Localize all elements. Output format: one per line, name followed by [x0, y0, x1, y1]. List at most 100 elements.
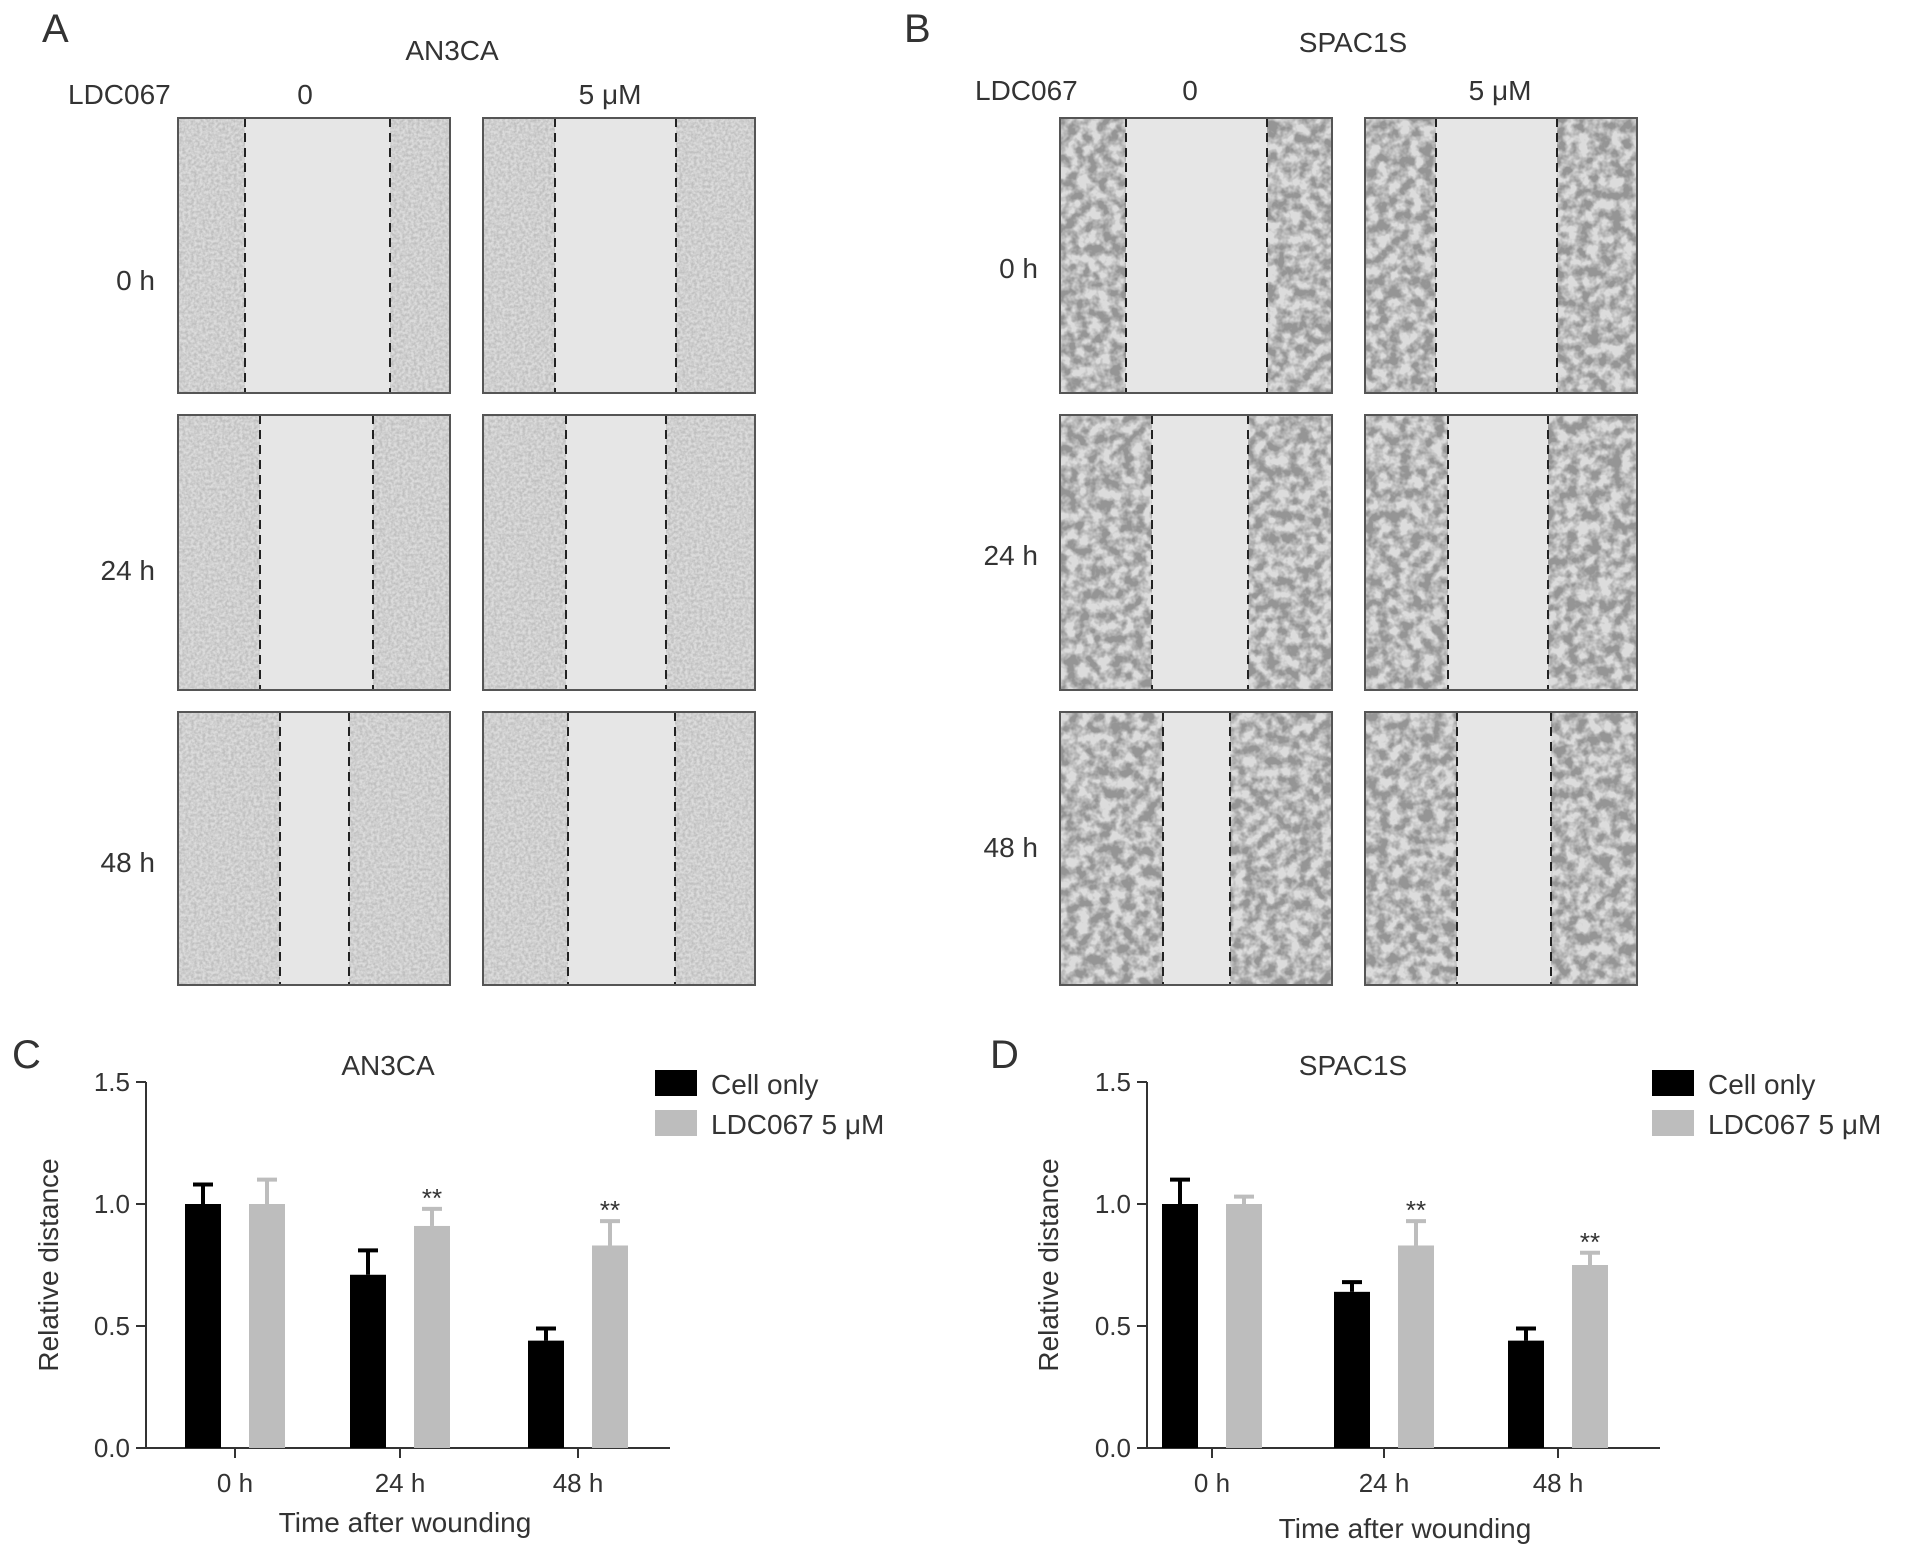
legend-swatch	[1652, 1070, 1694, 1096]
bar	[350, 1274, 386, 1448]
panel-b-image-r2-c2	[1364, 414, 1638, 691]
bar	[528, 1340, 564, 1448]
panel-b-row-24h: 24 h	[984, 540, 1039, 571]
wound-area	[1457, 712, 1551, 985]
panel-b-column-treated: 5 μM	[1469, 75, 1532, 106]
y-axis-label: Relative distance	[33, 1158, 64, 1371]
panel-a-row-48h: 48 h	[101, 847, 156, 878]
legend-swatch	[655, 1110, 697, 1136]
panel-b-image-r2-c1	[1059, 414, 1333, 691]
image-frame	[482, 117, 756, 394]
panel-a-image-r2-c2	[482, 414, 756, 691]
wound-area	[1436, 118, 1557, 393]
wound-area	[245, 118, 390, 393]
panel-b-row-0h: 0 h	[999, 253, 1038, 284]
y-axis-label: Relative distance	[1033, 1158, 1064, 1371]
wound-area	[568, 712, 675, 985]
x-tick-label: 0 h	[217, 1468, 253, 1498]
x-tick-label: 0 h	[1194, 1468, 1230, 1498]
wound-area	[1448, 415, 1548, 690]
panel-a-image-r3-c2	[482, 711, 756, 986]
image-frame	[1059, 711, 1333, 986]
panel-b-treatment-label: LDC067	[975, 75, 1078, 106]
panel-a-image-r2-c1	[177, 414, 451, 691]
y-tick-label: 0.5	[94, 1311, 130, 1341]
legend-label: LDC067 5 μM	[711, 1109, 884, 1140]
legend-label: Cell only	[711, 1069, 818, 1100]
bar	[185, 1204, 221, 1448]
y-tick-label: 0.5	[1095, 1311, 1131, 1341]
image-frame	[1364, 117, 1638, 394]
panel-b-row-48h: 48 h	[984, 832, 1039, 863]
wound-area	[1163, 712, 1230, 985]
panel-a-image-r3-c1	[177, 711, 451, 986]
x-tick-label: 24 h	[375, 1468, 426, 1498]
panel-a-image-r1-c2	[482, 117, 756, 394]
wound-area	[280, 712, 349, 985]
bar-chart-c: C AN3CA 0.0 0.5 1.0 1.5 Relative distance Time…	[12, 1033, 884, 1538]
image-frame	[482, 711, 756, 986]
bar	[1162, 1204, 1198, 1448]
x-tick-label: 48 h	[553, 1468, 604, 1498]
legend-swatch	[1652, 1110, 1694, 1136]
wound-area	[1126, 118, 1267, 393]
panel-a-image-r1-c1	[177, 117, 451, 394]
significance-marker: **	[422, 1183, 442, 1213]
significance-marker: **	[1580, 1227, 1600, 1257]
image-frame	[1364, 711, 1638, 986]
panel-b-column-control: 0	[1182, 75, 1198, 106]
chart-title: AN3CA	[341, 1050, 435, 1081]
significance-marker: **	[600, 1195, 620, 1225]
panel-b-title: SPAC1S	[1299, 27, 1407, 58]
panel-letter-d: D	[990, 1033, 1019, 1077]
panel-a-row-0h: 0 h	[116, 265, 155, 296]
panel-b-image-r1-c2	[1364, 117, 1638, 394]
panel-letter-a: A	[42, 7, 69, 51]
bar-chart-d: D SPAC1S 0.0 0.5 1.0 1.5 Relative distance Tim…	[990, 1033, 1881, 1544]
y-tick-label: 1.0	[94, 1189, 130, 1219]
panel-a-column-treated: 5 μM	[579, 79, 642, 110]
bar	[414, 1225, 450, 1448]
x-tick-label: 24 h	[1359, 1468, 1410, 1498]
y-tick-label: 1.5	[1095, 1067, 1131, 1097]
y-tick-label: 0.0	[1095, 1433, 1131, 1463]
wound-area	[260, 415, 373, 690]
image-frame	[1059, 414, 1333, 691]
bar	[249, 1204, 285, 1448]
bar	[1572, 1265, 1608, 1448]
panel-b-image-r3-c1	[1059, 711, 1333, 986]
bar	[1334, 1291, 1370, 1448]
x-axis-label: Time after wounding	[1279, 1513, 1532, 1544]
bar	[592, 1245, 628, 1448]
legend-label: Cell only	[1708, 1069, 1815, 1100]
wound-area	[555, 118, 676, 393]
panel-a-treatment-label: LDC067	[68, 79, 171, 110]
panel-b-image-r1-c1	[1059, 117, 1333, 394]
image-frame	[1364, 414, 1638, 691]
chart-title: SPAC1S	[1299, 1050, 1407, 1081]
panel-a-row-24h: 24 h	[101, 555, 156, 586]
wound-area	[1152, 415, 1248, 690]
x-axis-label: Time after wounding	[279, 1507, 532, 1538]
panel-a-column-control: 0	[297, 79, 313, 110]
panel-letter-c: C	[12, 1033, 41, 1077]
bar	[1226, 1204, 1262, 1448]
legend-swatch	[655, 1070, 697, 1096]
y-tick-label: 0.0	[94, 1433, 130, 1463]
bar	[1508, 1340, 1544, 1448]
bar	[1398, 1245, 1434, 1448]
image-frame	[177, 117, 451, 394]
image-frame	[177, 711, 451, 986]
y-tick-label: 1.5	[94, 1067, 130, 1097]
micrograph-grid-b	[1059, 117, 1638, 986]
legend-label: LDC067 5 μM	[1708, 1109, 1881, 1140]
micrograph-panel-a: A AN3CA LDC067 0 5 μM 0 h 24 h 48 h	[42, 7, 756, 986]
micrograph-grid-a	[177, 117, 756, 986]
wound-area	[566, 415, 666, 690]
panel-a-title: AN3CA	[405, 35, 499, 66]
micrograph-panel-b: B SPAC1S LDC067 0 5 μM 0 h 24 h 48 h	[904, 7, 1638, 986]
image-frame	[177, 414, 451, 691]
panel-b-image-r3-c2	[1364, 711, 1638, 986]
image-frame	[1059, 117, 1333, 394]
